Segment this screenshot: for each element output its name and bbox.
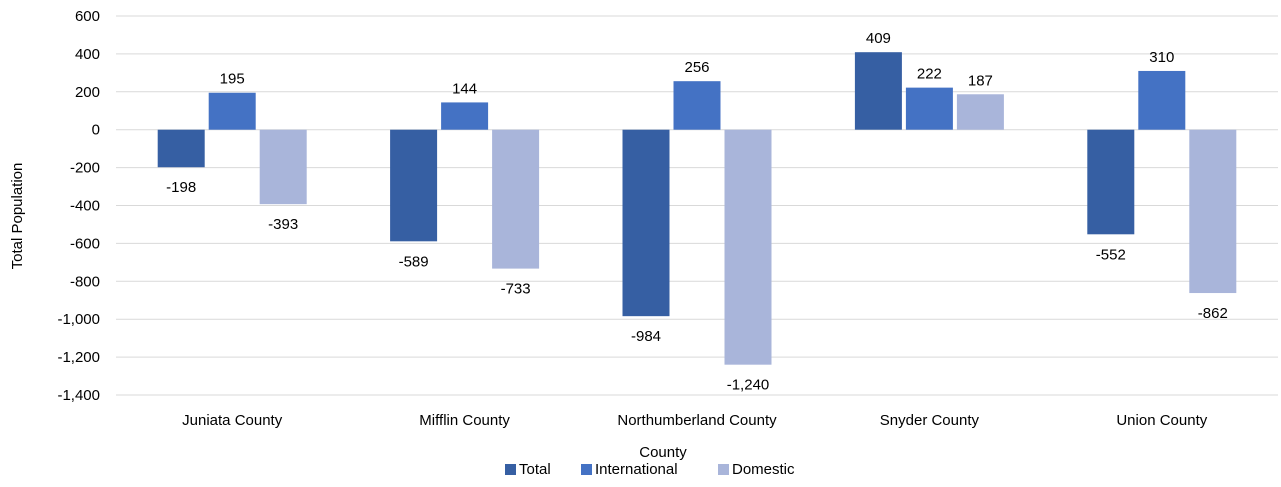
y-tick-label: 600 (75, 8, 100, 25)
bars (157, 52, 1237, 365)
data-label: -862 (1198, 305, 1228, 322)
y-axis-title: Total Population (9, 163, 26, 270)
data-label: -589 (399, 253, 429, 270)
legend-label-total: Total (519, 461, 551, 478)
data-label: -393 (268, 216, 298, 233)
category-label: Union County (1116, 412, 1207, 429)
data-label: 310 (1149, 49, 1174, 66)
data-label: 409 (866, 30, 891, 47)
bar-international (1138, 70, 1186, 130)
bar-domestic (956, 94, 1004, 130)
y-tick-label: -1,200 (57, 349, 100, 366)
y-tick-label: -800 (70, 273, 100, 290)
y-tick-label: 200 (75, 84, 100, 101)
bar-total (157, 129, 205, 168)
legend-swatch-total (505, 464, 516, 475)
legend: Total International Domestic (505, 461, 795, 478)
bar-domestic (492, 129, 540, 269)
data-label: -984 (631, 328, 661, 345)
y-tick-label: -1,000 (57, 311, 100, 328)
y-tick-label: -400 (70, 198, 100, 215)
data-label: 195 (220, 71, 245, 88)
bar-international (673, 81, 721, 130)
x-axis-categories: Juniata County Mifflin County Northumberla… (182, 412, 1208, 429)
data-label: -1,240 (727, 377, 770, 394)
category-label: Mifflin County (419, 412, 510, 429)
y-tick-label: -600 (70, 235, 100, 252)
legend-label-international: International (595, 461, 678, 478)
bar-total (1087, 129, 1135, 235)
data-label: 222 (917, 66, 942, 83)
data-label: 256 (684, 59, 709, 76)
category-label: Snyder County (880, 412, 980, 429)
bar-domestic (1189, 129, 1237, 294)
bar-international (208, 92, 256, 130)
y-tick-label: 0 (92, 122, 100, 139)
bar-domestic (724, 129, 772, 365)
y-tick-label: -200 (70, 160, 100, 177)
data-label: -733 (501, 281, 531, 298)
data-label: -552 (1096, 246, 1126, 263)
data-label: 144 (452, 80, 477, 97)
category-label: Northumberland County (617, 412, 777, 429)
bar-domestic (259, 129, 307, 205)
data-label: -198 (166, 179, 196, 196)
x-axis-title: County (639, 444, 687, 461)
legend-swatch-domestic (718, 464, 729, 475)
y-tick-label: 400 (75, 46, 100, 63)
gridlines (116, 15, 1278, 396)
y-axis-ticks: 600 400 200 0 -200 -400 -600 -800 -1,000 -1,200 -1… (57, 8, 100, 404)
legend-swatch-international (581, 464, 592, 475)
legend-label-domestic: Domestic (732, 461, 795, 478)
bar-total (622, 129, 670, 317)
bar-international (441, 102, 489, 130)
data-labels: -198 195 -393 -589 144 -733 -984 256 -1,240 409 22… (166, 30, 1228, 393)
bar-international (905, 87, 953, 130)
data-label: 187 (968, 72, 993, 89)
category-label: Juniata County (182, 412, 283, 429)
bar-total (854, 52, 902, 130)
bar-total (390, 129, 438, 242)
y-tick-label: -1,400 (57, 387, 100, 404)
